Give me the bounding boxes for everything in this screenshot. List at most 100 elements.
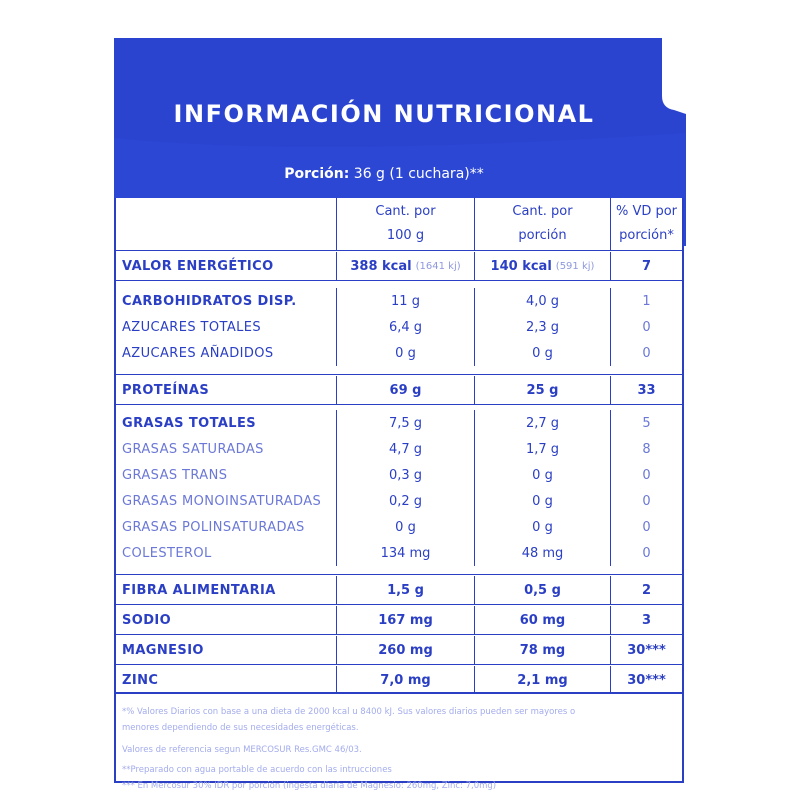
column-header-line: Cant. por [512,204,573,219]
divider [116,664,682,665]
value-vd: 0 [610,488,682,514]
value-per-portion: 0 g [474,340,610,366]
value-per-portion: 1,7 g [474,436,610,462]
value-per-portion: 0,5 g [474,576,610,604]
divider [116,374,682,375]
table-row: GRASAS TRANS 0,3 g 0 g 0 [116,462,682,488]
value-per-100g: 0,3 g [336,462,474,488]
table-row: AZUCARES TOTALES 6,4 g 2,3 g 0 [116,314,682,340]
value-per-portion: 0 g [474,514,610,540]
footnotes: *% Valores Diarios con base a una dieta … [114,694,684,791]
nutrient-name: GRASAS TOTALES [122,415,257,431]
nutrient-name: GRASAS POLINSATURADAS [122,519,305,535]
nutrition-label: INFORMACIÓN NUTRICIONAL Porción: 36 g (1… [114,38,686,791]
value-per-100g: 6,4 g [336,314,474,340]
column-header-line: % VD por [615,204,678,219]
column-header-line: porción [518,228,567,243]
table-row: CARBOHIDRATOS DISP. 11 g 4,0 g 1 [116,288,682,314]
column-header-per-100g: Cant. por 100 g [336,198,474,250]
nutrient-name: COLESTEROL [122,545,212,561]
value-per-100g: 0 g [336,340,474,366]
value-vd: 1 [610,288,682,314]
value-vd: 0 [610,314,682,340]
value-vd: 0 [610,340,682,366]
divider [116,634,682,635]
table-row: GRASAS SATURADAS 4,7 g 1,7 g 8 [116,436,682,462]
divider [116,404,682,405]
value-per-100g: 1,5 g [336,576,474,604]
table-row: VALOR ENERGÉTICO 388 kcal (1641 kj) 140 k… [116,252,682,280]
column-header-per-portion: Cant. por porción [474,198,610,250]
value-per-100g: 69 g [336,376,474,404]
nutrient-name: GRASAS TRANS [122,467,228,483]
column-header-line: Cant. por [375,204,436,219]
nutrient-name: GRASAS SATURADAS [122,441,264,457]
portion-label: Porción: [284,166,350,182]
nutrient-name: MAGNESIO [122,642,204,658]
value-vd: 8 [610,436,682,462]
value-per-portion: 48 mg [474,540,610,566]
value-per-portion: 0 g [474,488,610,514]
footnote: Valores de referencia segun MERCOSUR Res… [122,745,362,755]
footnote: **Preparado con agua portable de acuerdo… [122,765,392,775]
table-row: MAGNESIO 260 mg 78 mg 30*** [116,636,682,664]
value-per-portion: 0 g [474,462,610,488]
value-vd: 0 [610,462,682,488]
value-per-portion: 2,7 g [474,410,610,436]
value-vd: 30*** [610,666,682,694]
value-per-100g: 7,0 mg [336,666,474,694]
value-per-100g: 0,2 g [336,488,474,514]
footnote: *% Valores Diarios con base a una dieta … [122,707,576,717]
nutrient-name: CARBOHIDRATOS DISP. [122,293,297,309]
value-vd: 30*** [610,636,682,664]
value-vd: 2 [610,576,682,604]
footnote: menores dependiendo de sus necesidades e… [122,723,359,733]
nutrient-name: PROTEÍNAS [122,382,210,398]
value-per-portion: 2,3 g [474,314,610,340]
nutrient-name: SODIO [122,612,172,628]
table-row: ZINC 7,0 mg 2,1 mg 30*** [116,666,682,694]
nutrient-name: FIBRA ALIMENTARIA [122,582,276,598]
value-vd: 0 [610,514,682,540]
value-vd: 3 [610,606,682,634]
nutrient-name: AZUCARES AÑADIDOS [122,345,274,361]
column-header-line: 100 g [386,228,425,243]
table-row: GRASAS POLINSATURADAS 0 g 0 g 0 [116,514,682,540]
nutrient-name: AZUCARES TOTALES [122,319,262,335]
column-header-vd: % VD por porción* [610,198,682,250]
value-per-100g: 167 mg [336,606,474,634]
value-per-100g: 11 g [336,288,474,314]
divider [116,604,682,605]
value-per-100g: 260 mg [336,636,474,664]
table-row: SODIO 167 mg 60 mg 3 [116,606,682,634]
value-per-portion: 25 g [474,376,610,404]
value-per-100g: 0 g [336,514,474,540]
portion-size: Porción: 36 g (1 cuchara)** [114,166,654,182]
footnote: *** En Mercosur 30% IDR por porción (ing… [122,781,497,791]
value-per-portion: 4,0 g [474,288,610,314]
divider [116,250,682,251]
label-title: INFORMACIÓN NUTRICIONAL [173,100,595,128]
table-row: GRASAS TOTALES 7,5 g 2,7 g 5 [116,410,682,436]
value-vd: 33 [610,376,682,404]
value-per-portion: 2,1 mg [474,666,610,694]
divider [116,574,682,575]
value-per-portion: 60 mg [474,606,610,634]
value-per-100g: 388 kcal (1641 kj) [336,252,474,280]
divider [116,280,682,281]
nutrition-table: Cant. por 100 g Cant. por porción % VD p… [114,198,684,694]
value-per-portion: 140 kcal (591 kj) [474,252,610,280]
value-per-100g: 7,5 g [336,410,474,436]
nutrient-name: VALOR ENERGÉTICO [122,258,274,274]
column-header-line: porción* [619,228,674,243]
table-row: AZUCARES AÑADIDOS 0 g 0 g 0 [116,340,682,366]
value-vd: 7 [610,252,682,280]
nutrient-name: ZINC [122,672,159,688]
portion-value: 36 g (1 cuchara)** [349,166,484,182]
value-vd: 5 [610,410,682,436]
value-per-100g: 134 mg [336,540,474,566]
table-row: GRASAS MONOINSATURADAS 0,2 g 0 g 0 [116,488,682,514]
table-row: PROTEÍNAS 69 g 25 g 33 [116,376,682,404]
value-per-100g: 4,7 g [336,436,474,462]
table-row: FIBRA ALIMENTARIA 1,5 g 0,5 g 2 [116,576,682,604]
